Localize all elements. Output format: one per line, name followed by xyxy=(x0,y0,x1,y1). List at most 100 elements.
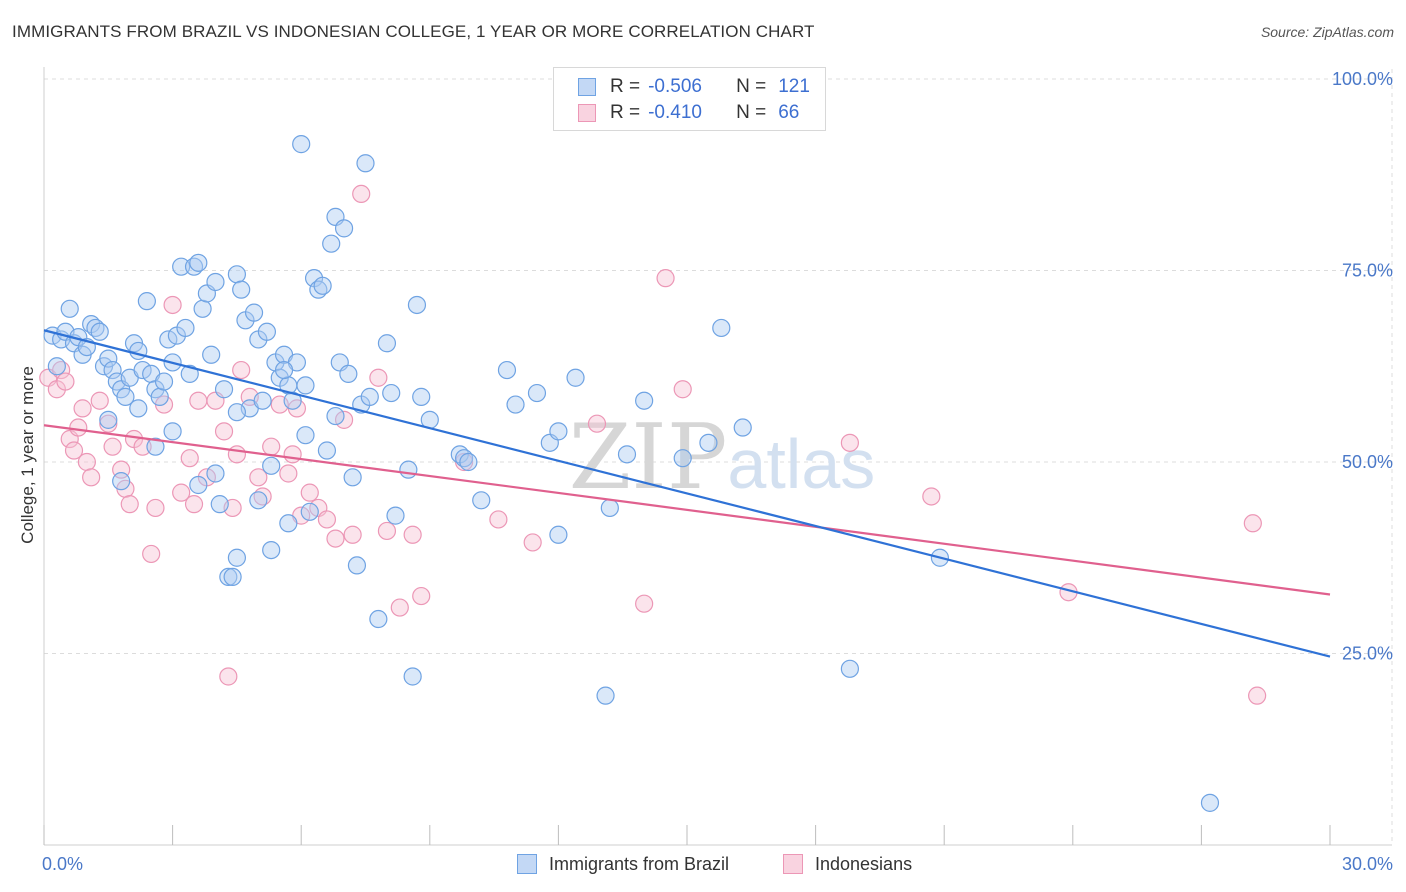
legend-r-value: -0.410 xyxy=(648,102,702,123)
indonesians-point xyxy=(922,487,941,506)
brazil-point xyxy=(103,360,122,380)
bottom-legend-indonesians: Indonesians xyxy=(783,852,912,876)
indonesians-point xyxy=(77,452,96,472)
brazil-point xyxy=(407,295,427,315)
brazil-point xyxy=(399,460,418,479)
bottom-legend-label-indonesians: Indonesians xyxy=(815,853,913,874)
legend-n-label: N = xyxy=(736,76,767,97)
brazil-point xyxy=(116,387,135,406)
brazil-point xyxy=(253,391,272,410)
brazil-point xyxy=(317,441,337,460)
y-axis-label: College, 1 year or more xyxy=(18,366,37,544)
brazil-point xyxy=(214,380,234,399)
brazil-point xyxy=(99,349,118,368)
indonesians-point xyxy=(172,483,191,502)
brazil-point xyxy=(497,360,517,380)
indonesians-point xyxy=(412,586,431,606)
legend-n-value: 66 xyxy=(778,102,800,123)
bottom-legend-swatch-indonesians xyxy=(783,854,803,874)
indonesians-point xyxy=(214,422,234,441)
brazil-point xyxy=(840,659,859,678)
tick-labels: 25.0% 50.0% 75.0% 100.0% 0.0% 30.0% xyxy=(42,69,1393,874)
legend-n-label: N = xyxy=(736,102,767,123)
indonesians-point xyxy=(232,360,251,380)
indonesians-point xyxy=(56,372,75,391)
legend-r-label: R = xyxy=(610,102,641,123)
legend-swatch-brazil xyxy=(578,78,596,96)
brazil-point xyxy=(176,318,195,338)
chart-source: Source: ZipAtlas.com xyxy=(1260,24,1394,40)
brazil-point xyxy=(292,135,311,154)
brazil-point xyxy=(189,475,208,495)
indonesians-point xyxy=(90,391,109,410)
chart-title: IMMIGRANTS FROM BRAZIL VS INDONESIAN COL… xyxy=(12,22,815,41)
indonesians-point xyxy=(262,437,281,456)
x-tick-label: 0.0% xyxy=(42,854,83,874)
brazil-point xyxy=(549,422,568,441)
legend-n-value: 121 xyxy=(778,76,810,97)
legend-r-value: -0.506 xyxy=(648,76,702,97)
indonesians-points xyxy=(39,184,1267,705)
indonesians-point xyxy=(352,184,371,203)
brazil-point xyxy=(1200,793,1220,812)
brazil-point xyxy=(300,502,319,521)
brazil-point xyxy=(227,403,246,422)
brazil-point xyxy=(133,360,152,380)
brazil-point xyxy=(112,472,131,491)
indonesians-point xyxy=(99,414,118,433)
brazil-point xyxy=(296,376,315,395)
brazil-point xyxy=(262,540,281,560)
y-tick-label: 50.0% xyxy=(1342,452,1393,472)
brazil-point xyxy=(635,391,654,410)
indonesians-point xyxy=(587,414,607,433)
brazil-point xyxy=(172,257,191,276)
brazil-point xyxy=(712,318,731,338)
indonesians-point xyxy=(142,544,161,564)
indonesians-point xyxy=(343,525,362,544)
indonesians-point xyxy=(369,368,388,387)
grid-layer xyxy=(44,69,1393,845)
brazil-point xyxy=(343,468,362,487)
indonesians-point xyxy=(227,445,246,464)
brazil-point xyxy=(219,567,238,587)
y-tick-label: 75.0% xyxy=(1342,261,1393,281)
bottom-legend-label-brazil: Immigrants from Brazil xyxy=(549,853,730,874)
indonesians-point xyxy=(403,525,422,544)
brazil-point xyxy=(326,406,345,426)
brazil-point xyxy=(159,330,178,349)
indonesians-point xyxy=(489,510,508,529)
brazil-point xyxy=(210,495,229,514)
bottom-legend-swatch-brazil xyxy=(517,854,537,874)
brazil-point xyxy=(334,219,354,238)
indonesians-point xyxy=(64,441,84,460)
brazil-point xyxy=(227,265,246,284)
watermark: ZIPatlas xyxy=(569,405,876,510)
brazil-points xyxy=(43,135,1220,812)
brazil-point xyxy=(257,322,277,341)
brazil-point xyxy=(150,387,169,406)
brazil-point xyxy=(412,387,431,406)
brazil-point xyxy=(47,357,66,376)
indonesians-point xyxy=(82,468,101,487)
brazil-point xyxy=(673,449,692,468)
legend-swatch-indonesians xyxy=(578,104,596,122)
brazil-point xyxy=(699,433,718,452)
brazil-point xyxy=(129,341,148,361)
brazil-trend-line xyxy=(43,329,1331,658)
brazil-point xyxy=(146,437,165,456)
indonesians-point xyxy=(635,594,654,613)
axis-layer xyxy=(43,67,1392,846)
indonesians-point xyxy=(69,418,88,437)
brazil-point xyxy=(249,491,268,510)
brazil-point xyxy=(244,303,264,322)
bottom-legend-brazil: Immigrants from Brazil xyxy=(517,852,729,876)
brazil-point xyxy=(163,422,182,441)
indonesians-point xyxy=(334,410,354,429)
indonesians-point xyxy=(146,498,165,518)
brazil-point xyxy=(206,464,225,483)
indonesians-point xyxy=(279,464,298,483)
indonesians-point xyxy=(219,667,238,686)
brazil-point xyxy=(232,280,251,299)
brazil-point xyxy=(506,395,525,414)
brazil-point xyxy=(322,234,341,253)
